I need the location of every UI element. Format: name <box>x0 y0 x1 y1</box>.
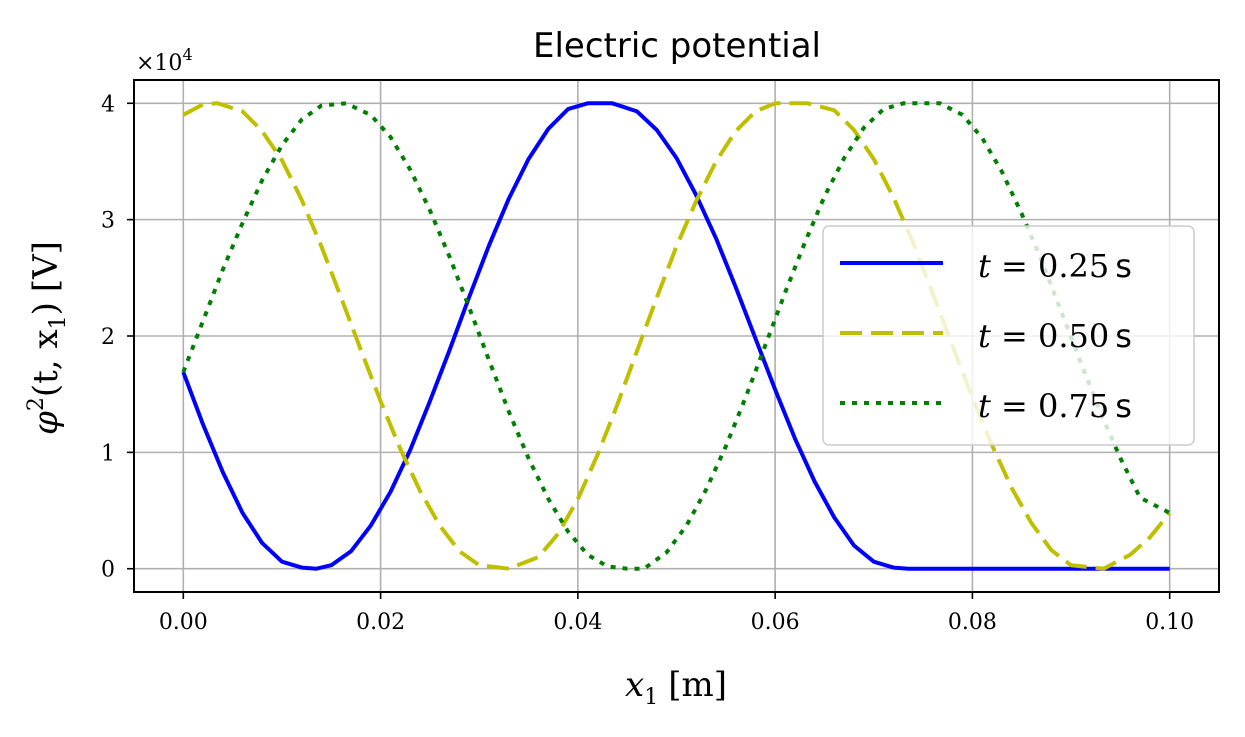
series-lines <box>181 101 1172 571</box>
series-line-2 <box>181 101 1171 571</box>
series-line-1 <box>182 101 1172 571</box>
legend-label-2: t = 0.75 s <box>978 387 1132 425</box>
x-axis-unit: [m] <box>668 665 727 705</box>
legend-label-0: t = 0.25 s <box>978 247 1132 285</box>
x-axis-symbol: x <box>625 665 644 705</box>
y-axis-args-close: ) <box>26 302 66 315</box>
x-tick-label: 0.00 <box>159 610 208 635</box>
legend-label-2-eq: = 0.75 <box>991 387 1109 425</box>
y-axis-args-subscript: 1 <box>46 315 71 329</box>
y-axis-label: φ2(t, x1) [V] <box>24 241 71 435</box>
x-tick-label: 0.04 <box>553 610 602 635</box>
legend-label-0-unit: s <box>1115 247 1132 285</box>
y-tick-label: 2 <box>101 325 115 350</box>
legend-label-1: t = 0.50 s <box>978 317 1132 355</box>
chart-title: Electric potential <box>533 26 821 66</box>
legend-label-2-var: t <box>978 387 991 425</box>
x-axis: 0.00 0.02 0.04 0.06 0.08 0.10 <box>159 592 1194 635</box>
legend-label-2-unit: s <box>1115 387 1132 425</box>
x-axis-label: x1 [m] <box>625 665 727 710</box>
y-scale-factor: ×104 <box>136 45 193 76</box>
legend-label-0-var: t <box>978 247 991 285</box>
y-tick-label: 0 <box>101 558 115 583</box>
series-line-0 <box>181 101 1170 571</box>
legend-label-1-eq: = 0.50 <box>991 317 1109 355</box>
x-tick-label: 0.10 <box>1145 610 1194 635</box>
y-axis-symbol: φ <box>26 411 66 435</box>
y-axis: 0 1 2 3 4 <box>101 92 134 583</box>
x-tick-label: 0.02 <box>356 610 405 635</box>
plot-area <box>181 101 1172 571</box>
legend-label-0-eq: = 0.25 <box>991 247 1109 285</box>
y-axis-superscript: 2 <box>24 397 49 411</box>
x-tick-label: 0.08 <box>948 610 997 635</box>
y-axis-unit: [V] <box>26 241 66 292</box>
x-axis-subscript: 1 <box>644 685 658 710</box>
legend-label-1-unit: s <box>1115 317 1132 355</box>
x-tick-label: 0.06 <box>751 610 800 635</box>
y-tick-label: 1 <box>101 441 115 466</box>
y-tick-label: 3 <box>101 209 115 234</box>
y-axis-args: (t, x <box>26 329 66 397</box>
y-tick-label: 4 <box>101 92 115 117</box>
legend-box <box>822 225 1195 446</box>
y-scale-factor-exp: 4 <box>182 45 192 64</box>
legend-label-1-var: t <box>978 317 991 355</box>
y-scale-factor-base: ×10 <box>136 51 182 76</box>
legend: t = 0.25 s t = 0.50 s t = 0.75 s <box>822 225 1195 446</box>
